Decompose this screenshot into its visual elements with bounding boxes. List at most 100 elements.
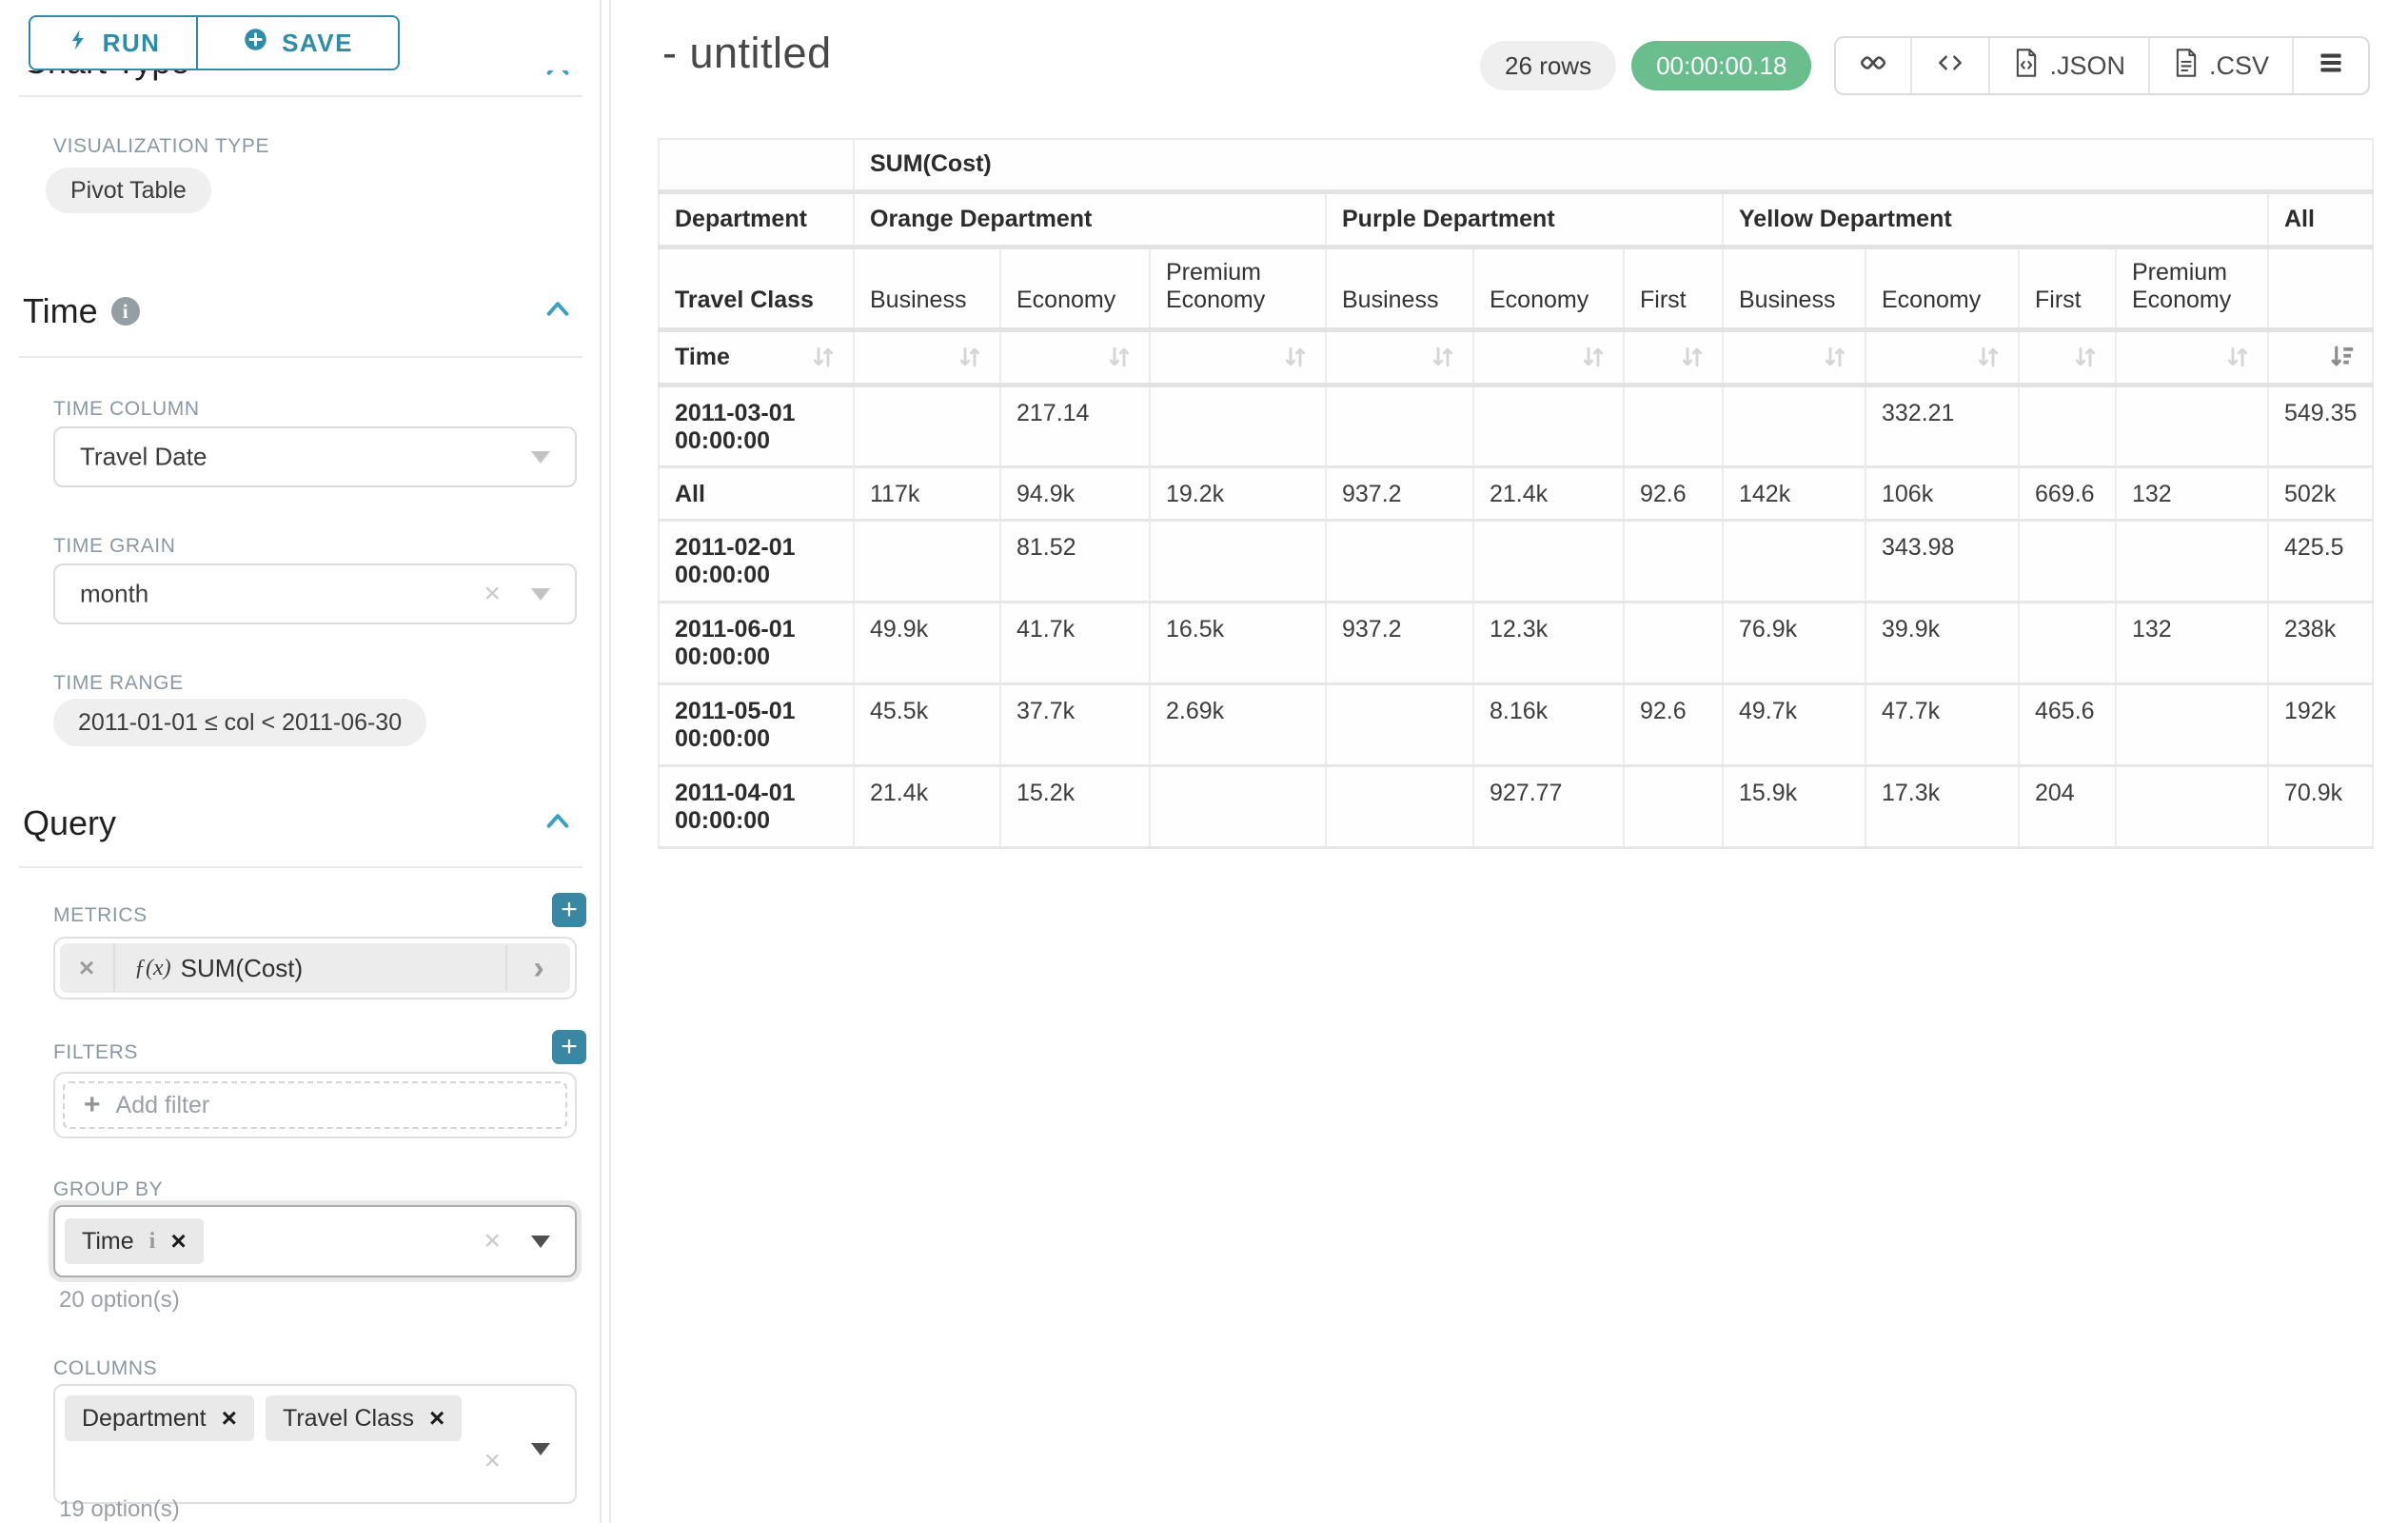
filters-control: + Add filter <box>53 1072 577 1138</box>
pivot-value-cell <box>853 519 1001 603</box>
pivot-value-cell: 47.7k <box>1865 682 2020 767</box>
clear-icon[interactable]: × <box>484 1445 501 1476</box>
pivot-value-cell: 45.5k <box>853 682 1001 767</box>
metric-pill[interactable]: × ƒ(x) SUM(Cost) › <box>60 943 570 993</box>
pivot-value-cell: 41.7k <box>999 601 1151 685</box>
add-filter-dropzone[interactable]: + Add filter <box>63 1081 567 1129</box>
export-csv-button[interactable]: .CSV <box>2147 38 2292 93</box>
chevron-down-icon <box>531 1236 550 1248</box>
columns-select[interactable]: Department × Travel Class × × <box>53 1384 577 1504</box>
sort-header-cell <box>1722 328 1866 387</box>
chevron-up-icon[interactable] <box>544 296 571 327</box>
metrics-control: × ƒ(x) SUM(Cost) › <box>53 937 577 999</box>
table-row: 2011-02-01 00:00:00 81.52 343.98 425.5 <box>658 519 2375 603</box>
chart-header-controls: 26 rows 00:00:00.18 .JSON <box>1480 36 2370 95</box>
divider <box>19 356 582 358</box>
add-filter-button[interactable]: + <box>552 1030 586 1064</box>
time-range-pill[interactable]: 2011-01-01 ≤ col < 2011-06-30 <box>53 699 427 746</box>
pivot-value-cell <box>1325 764 1474 849</box>
travel-class-header: First <box>1623 246 1724 332</box>
chevron-down-icon <box>531 451 550 464</box>
clear-icon[interactable]: × <box>484 1225 501 1256</box>
sort-icon[interactable] <box>1579 343 1608 371</box>
sort-header-cell <box>1472 328 1625 387</box>
pivot-value-cell: 70.9k <box>2266 764 2375 849</box>
divider <box>19 95 582 97</box>
export-json-button[interactable]: .JSON <box>1988 38 2148 93</box>
chart-title[interactable]: - untitled <box>662 29 832 77</box>
time-axis-label: Time <box>658 328 855 387</box>
pivot-value-cell: 937.2 <box>1325 465 1474 522</box>
info-icon[interactable]: i <box>110 297 140 326</box>
more-options-button[interactable] <box>2292 38 2368 93</box>
sort-descending-icon[interactable] <box>2328 343 2357 371</box>
share-link-button[interactable] <box>1836 38 1910 93</box>
remove-chip-icon[interactable]: × <box>221 1403 237 1433</box>
remove-metric-icon[interactable]: × <box>60 943 115 993</box>
chevron-right-icon[interactable]: › <box>505 945 570 991</box>
visualization-type-pill[interactable]: Pivot Table <box>46 168 211 213</box>
pivot-value-cell: 217.14 <box>999 384 1151 468</box>
chevron-up-icon[interactable] <box>544 808 571 840</box>
sort-icon[interactable] <box>1105 343 1134 371</box>
lightning-bolt-icon <box>67 28 89 59</box>
pivot-value-cell <box>2115 519 2269 603</box>
pivot-value-cell <box>2018 601 2117 685</box>
metrics-label: METRICS <box>53 904 148 926</box>
sort-icon[interactable] <box>2223 343 2252 371</box>
pivot-table-container: SUM(Cost) Department Orange Department Purp… <box>658 138 2375 849</box>
pivot-value-cell <box>2018 384 2117 468</box>
pivot-value-cell: 39.9k <box>1865 601 2020 685</box>
row-label-cell: 2011-03-01 00:00:00 <box>658 384 855 468</box>
column-group-header: Orange Department <box>853 190 1327 249</box>
pivot-value-cell: 132 <box>2115 465 2269 522</box>
view-query-button[interactable] <box>1910 38 1988 93</box>
sort-icon[interactable] <box>956 343 984 371</box>
pivot-value-cell: 927.77 <box>1472 764 1625 849</box>
time-section-title-text: Time <box>23 291 98 330</box>
group-by-select[interactable]: Time i × × <box>53 1205 577 1277</box>
pivot-value-cell: 425.5 <box>2266 519 2375 603</box>
travel-class-header: Economy <box>1472 246 1625 332</box>
save-button-label: SAVE <box>282 28 353 57</box>
run-button[interactable]: RUN <box>29 15 198 70</box>
columns-options-hint: 19 option(s) <box>59 1496 180 1522</box>
sort-icon[interactable] <box>2071 343 2100 371</box>
row-label-cell: 2011-02-01 00:00:00 <box>658 519 855 603</box>
sort-icon[interactable] <box>1281 343 1310 371</box>
selected-option-chip[interactable]: Time i × <box>65 1218 204 1264</box>
clear-icon[interactable]: × <box>484 578 501 609</box>
columns-label: COLUMNS <box>53 1357 158 1379</box>
selected-option-chip[interactable]: Department × <box>65 1395 254 1441</box>
pivot-value-cell <box>1149 764 1327 849</box>
pivot-value-cell <box>1149 519 1327 603</box>
pivot-corner-cell <box>658 138 855 194</box>
sort-icon[interactable] <box>809 343 838 371</box>
metric-name: SUM(Cost) <box>180 953 304 982</box>
row-label-cell: All <box>658 465 855 522</box>
pivot-value-cell <box>2115 764 2269 849</box>
filters-label: FILTERS <box>53 1041 138 1063</box>
sort-icon[interactable] <box>1974 343 2003 371</box>
table-row: All 117k 94.9k 19.2k 937.2 21.4k 92.6 142k 106k 6… <box>658 465 2375 522</box>
pivot-value-cell: 502k <box>2266 465 2375 522</box>
travel-class-header <box>2266 246 2375 332</box>
sort-icon[interactable] <box>1429 343 1457 371</box>
column-group-header: Purple Department <box>1325 190 1724 249</box>
plus-icon: + <box>84 1089 101 1120</box>
time-column-select[interactable]: Travel Date <box>53 426 577 487</box>
save-button[interactable]: SAVE <box>196 15 400 70</box>
table-row: 2011-06-01 00:00:00 49.9k 41.7k 16.5k 937.2 1… <box>658 601 2375 685</box>
selected-option-chip[interactable]: Travel Class × <box>265 1395 463 1441</box>
time-grain-select[interactable]: month × <box>53 564 577 624</box>
sort-icon[interactable] <box>1821 343 1849 371</box>
add-metric-button[interactable]: + <box>552 893 586 927</box>
chip-label: Travel Class <box>282 1404 414 1432</box>
pivot-value-cell <box>1472 519 1625 603</box>
remove-chip-icon[interactable]: × <box>428 1403 445 1433</box>
sort-icon[interactable] <box>1678 343 1707 371</box>
pivot-value-cell <box>1722 519 1866 603</box>
remove-chip-icon[interactable]: × <box>170 1226 187 1256</box>
pivot-value-cell: 106k <box>1865 465 2020 522</box>
